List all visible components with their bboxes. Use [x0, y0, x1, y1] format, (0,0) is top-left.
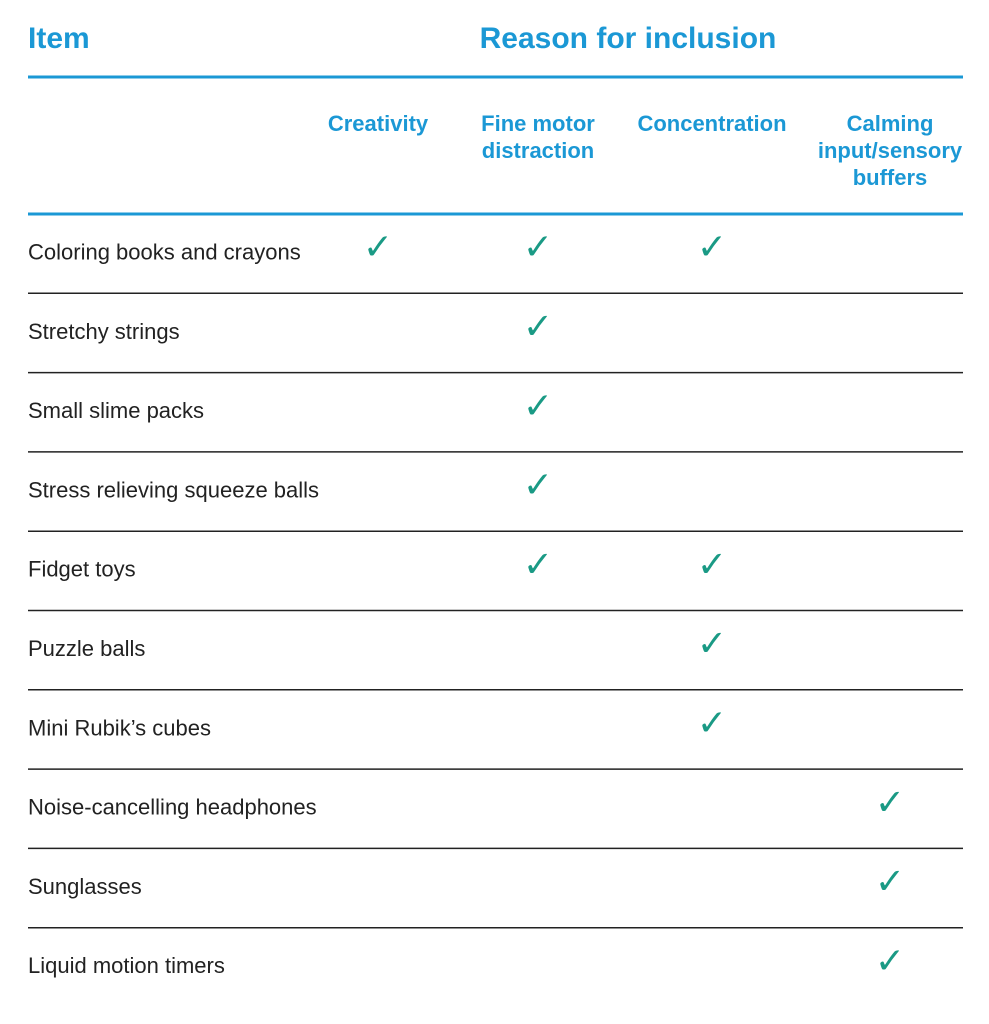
checkmark: ✓ — [523, 464, 553, 505]
item-name: Fidget toys — [28, 557, 136, 582]
item-name: Puzzle balls — [28, 636, 145, 661]
item-name: Stress relieving squeeze balls — [28, 477, 319, 502]
checkmark: ✓ — [363, 226, 393, 267]
checkmark: ✓ — [697, 226, 727, 267]
item-name: Liquid motion timers — [28, 953, 225, 978]
column-header: Calming — [847, 111, 934, 136]
column-header: buffers — [853, 165, 928, 190]
item-name: Mini Rubik’s cubes — [28, 715, 211, 740]
header-item: Item — [28, 22, 90, 55]
checkmark: ✓ — [697, 702, 727, 743]
item-name: Small slime packs — [28, 398, 204, 423]
item-name: Stretchy strings — [28, 319, 180, 344]
column-header: distraction — [482, 138, 594, 163]
checkmark: ✓ — [697, 623, 727, 664]
header-reason: Reason for inclusion — [480, 22, 777, 55]
column-header: Fine motor — [481, 111, 595, 136]
item-name: Coloring books and crayons — [28, 239, 301, 264]
column-header: input/sensory — [818, 138, 963, 163]
checkmark: ✓ — [523, 385, 553, 426]
checkmark: ✓ — [875, 861, 905, 902]
checkmark: ✓ — [697, 543, 727, 584]
item-name: Noise-cancelling headphones — [28, 795, 317, 820]
item-name: Sunglasses — [28, 874, 142, 899]
checkmark: ✓ — [875, 781, 905, 822]
checkmark: ✓ — [523, 305, 553, 346]
column-header: Creativity — [328, 111, 429, 136]
checkmark: ✓ — [523, 543, 553, 584]
checkmark: ✓ — [875, 940, 905, 981]
column-header: Concentration — [637, 111, 786, 136]
checkmark: ✓ — [523, 226, 553, 267]
